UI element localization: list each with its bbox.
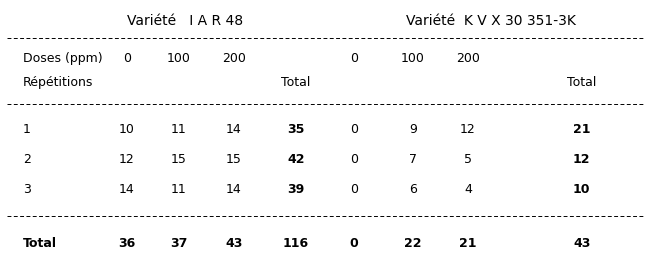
Text: Variété   I A R 48: Variété I A R 48 [127,14,243,28]
Text: 3: 3 [23,183,31,196]
Text: 14: 14 [226,123,242,136]
Text: 100: 100 [401,52,424,65]
Text: 0: 0 [350,153,358,166]
Text: 12: 12 [460,123,476,136]
Text: 4: 4 [464,183,472,196]
Text: 1: 1 [23,123,31,136]
Text: 21: 21 [573,123,590,136]
Text: 7: 7 [409,153,417,166]
Text: 11: 11 [171,123,187,136]
Text: 35: 35 [287,123,304,136]
Text: 14: 14 [226,183,242,196]
Text: 12: 12 [573,153,590,166]
Text: 15: 15 [171,153,187,166]
Text: 0: 0 [350,52,358,65]
Text: Total: Total [281,76,311,89]
Text: 15: 15 [226,153,242,166]
Text: Total: Total [567,76,597,89]
Text: 0: 0 [350,183,358,196]
Text: 12: 12 [119,153,135,166]
Text: 36: 36 [118,237,135,250]
Text: Répétitions: Répétitions [23,76,93,89]
Text: Total: Total [23,237,57,250]
Text: 14: 14 [119,183,135,196]
Text: 10: 10 [573,183,590,196]
Text: 10: 10 [119,123,135,136]
Text: 5: 5 [464,153,472,166]
Text: 43: 43 [226,237,242,250]
Text: 21: 21 [460,237,476,250]
Text: Variété  K V X 30 351-3K: Variété K V X 30 351-3K [406,14,576,28]
Text: 39: 39 [287,183,304,196]
Text: 37: 37 [170,237,187,250]
Text: 0: 0 [350,123,358,136]
Text: 22: 22 [404,237,421,250]
Text: 116: 116 [283,237,309,250]
Text: 0: 0 [123,52,131,65]
Text: Doses (ppm): Doses (ppm) [23,52,103,65]
Text: 43: 43 [573,237,590,250]
Text: 100: 100 [167,52,190,65]
Text: 0: 0 [350,237,359,250]
Text: 200: 200 [222,52,246,65]
Text: 2: 2 [23,153,31,166]
Text: 11: 11 [171,183,187,196]
Text: 200: 200 [456,52,480,65]
Text: 6: 6 [409,183,417,196]
Text: 9: 9 [409,123,417,136]
Text: 42: 42 [287,153,304,166]
